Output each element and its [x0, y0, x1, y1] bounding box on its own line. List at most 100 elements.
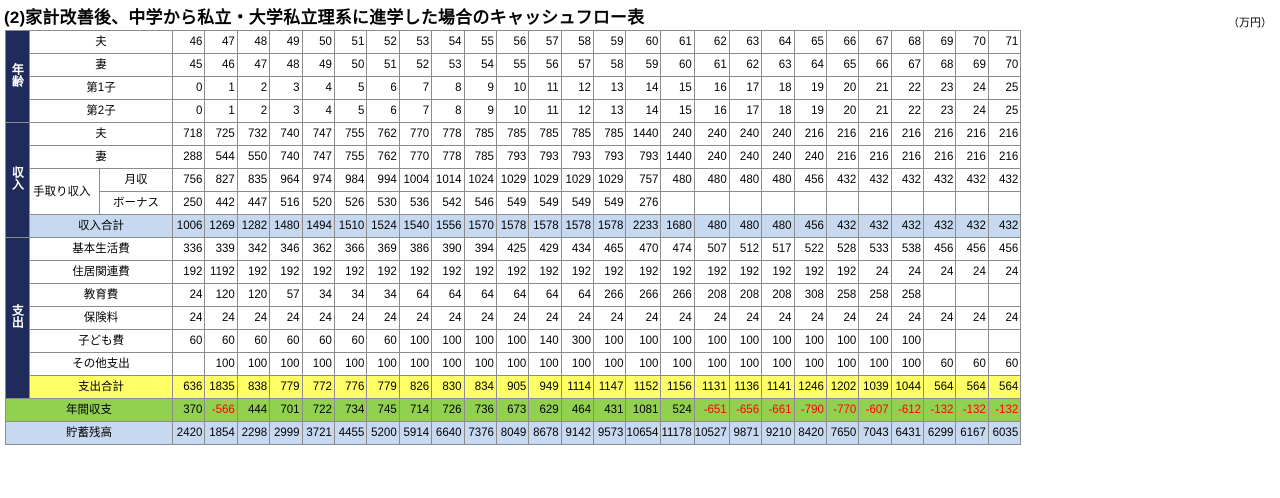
value-cell: 216 — [923, 145, 957, 169]
value-cell: 258 — [890, 283, 925, 307]
value-cell: 240 — [793, 145, 827, 169]
value-cell: 192 — [593, 260, 627, 284]
value-cell: 10 — [495, 76, 530, 100]
value-cell: 192 — [728, 260, 763, 284]
value-cell: 69 — [955, 53, 989, 77]
value-cell: 60 — [171, 329, 206, 353]
value-cell: 1246 — [793, 375, 827, 399]
value-cell: 362 — [301, 237, 335, 261]
value-cell — [923, 329, 957, 353]
value-cell: 425 — [495, 237, 530, 261]
value-cell: 24 — [171, 306, 206, 330]
value-cell: 64 — [398, 283, 433, 307]
value-cell: 100 — [528, 352, 562, 376]
value-cell: 24 — [761, 306, 795, 330]
value-cell — [955, 329, 989, 353]
value-cell: 11178 — [660, 421, 695, 445]
value-cell: 216 — [858, 122, 892, 146]
value-cell: 54 — [431, 30, 465, 54]
value-cell: 22 — [890, 99, 925, 123]
value-cell: 772 — [301, 375, 335, 399]
value-cell: 726 — [431, 398, 465, 422]
value-cell: 100 — [728, 329, 763, 353]
value-cell: 785 — [463, 122, 497, 146]
row-group-label: 手取り収入 — [29, 168, 100, 215]
value-cell: 725 — [204, 122, 238, 146]
value-cell: 6035 — [987, 421, 1022, 445]
value-cell: 34 — [301, 283, 335, 307]
value-cell: 524 — [660, 398, 695, 422]
value-cell: 11 — [528, 76, 562, 100]
value-cell: 100 — [890, 329, 925, 353]
value-cell: 722 — [301, 398, 335, 422]
value-cell: 905 — [495, 375, 530, 399]
value-cell: 16 — [693, 76, 730, 100]
value-cell: 785 — [528, 122, 562, 146]
value-cell — [793, 191, 827, 215]
value-cell: 9210 — [761, 421, 795, 445]
value-cell: 48 — [236, 30, 271, 54]
value-cell: 714 — [398, 398, 433, 422]
value-cell: 216 — [890, 122, 925, 146]
value-cell: 266 — [625, 283, 662, 307]
value-cell: 1131 — [693, 375, 730, 399]
value-cell: 745 — [366, 398, 400, 422]
value-cell: 100 — [693, 352, 730, 376]
value-cell: 432 — [858, 168, 892, 192]
value-cell: 100 — [728, 352, 763, 376]
value-cell: 444 — [236, 398, 271, 422]
value-cell: 70 — [955, 30, 989, 54]
value-cell: 14 — [625, 76, 662, 100]
value-cell: 734 — [333, 398, 368, 422]
value-cell: 192 — [269, 260, 303, 284]
value-cell: 564 — [923, 375, 957, 399]
value-cell: 432 — [890, 168, 925, 192]
value-cell: 68 — [923, 53, 957, 77]
value-cell: 68 — [890, 30, 925, 54]
value-cell: 757 — [625, 168, 662, 192]
value-cell: 24 — [398, 306, 433, 330]
value-cell — [923, 191, 957, 215]
value-cell: 48 — [269, 53, 303, 77]
value-cell: 60 — [269, 329, 303, 353]
value-cell: 456 — [987, 237, 1022, 261]
value-cell: 550 — [236, 145, 271, 169]
value-cell: 432 — [923, 168, 957, 192]
value-cell: 336 — [171, 237, 206, 261]
value-cell: 480 — [761, 214, 795, 238]
value-cell: 24 — [955, 306, 989, 330]
value-cell: 1152 — [625, 375, 662, 399]
value-cell: 432 — [825, 168, 860, 192]
value-cell: 339 — [204, 237, 238, 261]
value-cell: 520 — [301, 191, 335, 215]
value-cell: 793 — [528, 145, 562, 169]
value-cell: 100 — [495, 352, 530, 376]
value-cell: 47 — [204, 30, 238, 54]
value-cell: 100 — [593, 352, 627, 376]
value-cell: 20 — [825, 76, 860, 100]
value-cell: 100 — [431, 329, 465, 353]
value-cell: 100 — [793, 329, 827, 353]
value-cell: 10654 — [625, 421, 662, 445]
value-cell: 54 — [463, 53, 497, 77]
value-cell: 61 — [693, 53, 730, 77]
value-cell: 24 — [955, 99, 989, 123]
value-cell: 9 — [463, 76, 497, 100]
row-label: 年間収支 — [5, 398, 173, 422]
value-cell: 58 — [560, 30, 595, 54]
value-cell: 192 — [236, 260, 271, 284]
row-label: ボーナス — [99, 191, 173, 215]
value-cell: 432 — [987, 214, 1022, 238]
value-cell: 65 — [825, 53, 860, 77]
value-cell: 13 — [593, 76, 627, 100]
value-cell: 1024 — [463, 168, 497, 192]
value-cell: 120 — [204, 283, 238, 307]
value-cell: 834 — [463, 375, 497, 399]
value-cell: 140 — [528, 329, 562, 353]
value-cell: 13 — [593, 99, 627, 123]
value-cell: 65 — [793, 30, 827, 54]
value-cell: 10527 — [693, 421, 730, 445]
value-cell: 1835 — [204, 375, 238, 399]
value-cell: 100 — [858, 329, 892, 353]
value-cell — [987, 191, 1022, 215]
